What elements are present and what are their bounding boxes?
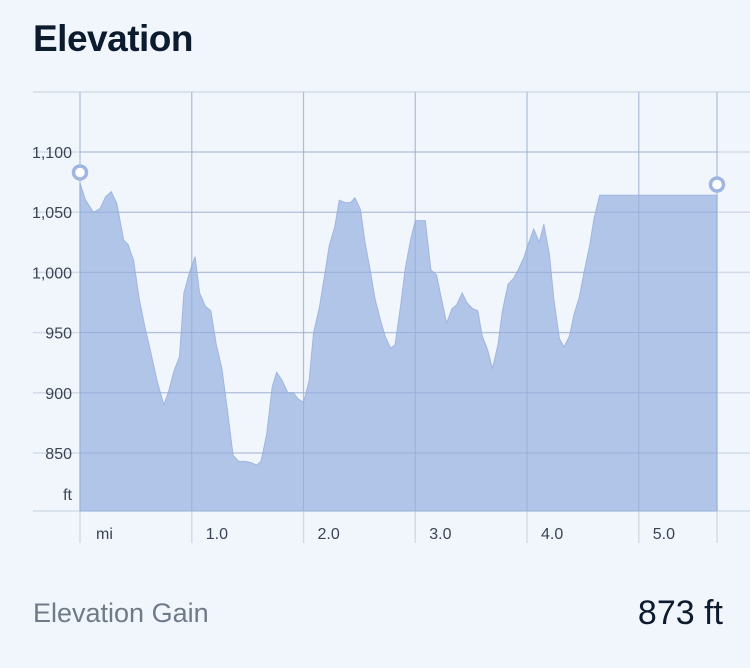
x-tick-label: 2.0 <box>318 526 340 543</box>
y-tick-label: 950 <box>45 326 72 343</box>
elevation-gain-value: 873 ft <box>637 594 723 632</box>
y-axis-label: ft <box>63 487 72 504</box>
y-tick-label: 1,050 <box>32 205 72 222</box>
elevation-gain-label: Elevation Gain <box>33 598 209 628</box>
x-tick-label: 3.0 <box>429 526 451 543</box>
y-tick-label: 1,000 <box>32 265 72 282</box>
x-tick-label: 4.0 <box>541 526 563 543</box>
x-tick-label: 1.0 <box>206 526 228 543</box>
page-title: Elevation <box>33 18 194 59</box>
start-marker <box>71 164 89 181</box>
x-axis-label: mi <box>96 526 113 543</box>
y-tick-label: 850 <box>45 446 72 463</box>
y-tick-label: 900 <box>45 386 72 403</box>
x-tick-label: 5.0 <box>653 526 675 543</box>
end-marker <box>708 176 726 193</box>
y-tick-label: 1,100 <box>32 145 72 162</box>
elevation-area <box>79 183 718 512</box>
